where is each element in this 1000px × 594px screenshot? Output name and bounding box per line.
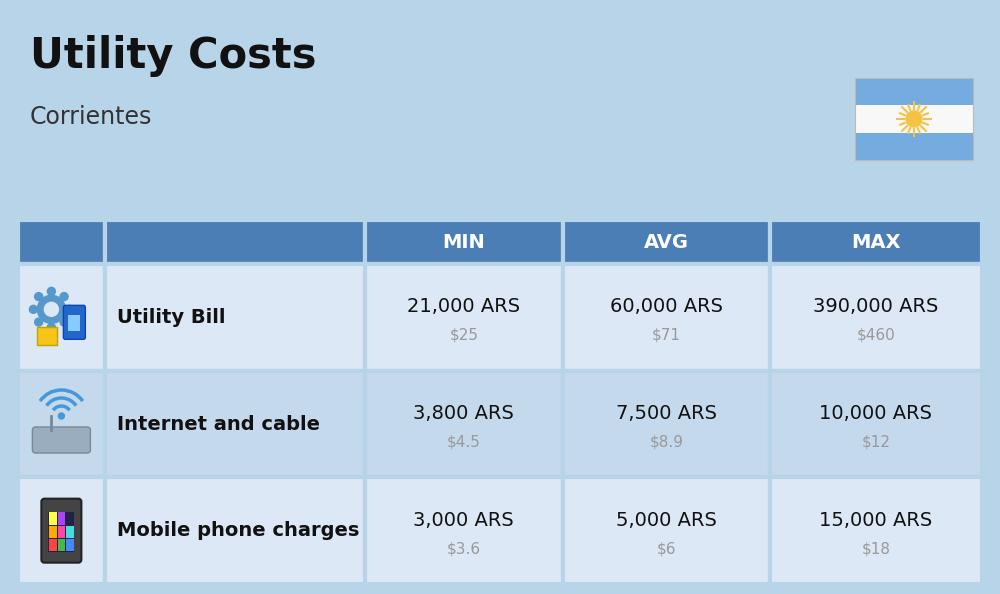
- Text: Utility Costs: Utility Costs: [30, 35, 316, 77]
- Bar: [18, 220, 105, 264]
- Circle shape: [37, 295, 65, 323]
- Circle shape: [35, 318, 43, 326]
- Text: $460: $460: [857, 328, 895, 343]
- Text: 3,800 ARS: 3,800 ARS: [413, 404, 514, 423]
- Bar: [365, 371, 563, 478]
- Circle shape: [44, 302, 58, 317]
- Text: MIN: MIN: [442, 232, 485, 251]
- Bar: [770, 220, 982, 264]
- FancyBboxPatch shape: [32, 427, 90, 453]
- Bar: [49, 539, 57, 551]
- Text: $25: $25: [449, 328, 478, 343]
- Bar: [18, 264, 105, 371]
- Bar: [855, 105, 973, 132]
- Bar: [37, 327, 57, 345]
- FancyBboxPatch shape: [63, 305, 85, 339]
- Bar: [563, 220, 770, 264]
- Text: Internet and cable: Internet and cable: [117, 415, 320, 434]
- FancyBboxPatch shape: [41, 499, 81, 563]
- Text: AVG: AVG: [644, 232, 689, 251]
- Bar: [58, 512, 65, 525]
- Bar: [365, 478, 563, 584]
- Bar: [68, 315, 80, 331]
- Bar: [563, 264, 770, 371]
- Bar: [49, 512, 57, 525]
- Circle shape: [58, 413, 64, 419]
- Text: 7,500 ARS: 7,500 ARS: [616, 404, 717, 423]
- Bar: [18, 371, 105, 478]
- Circle shape: [29, 305, 37, 313]
- Text: 21,000 ARS: 21,000 ARS: [407, 297, 520, 316]
- Bar: [855, 78, 973, 160]
- Bar: [770, 264, 982, 371]
- Bar: [105, 371, 365, 478]
- Text: 3,000 ARS: 3,000 ARS: [413, 510, 514, 529]
- Circle shape: [47, 287, 55, 295]
- Bar: [563, 478, 770, 584]
- Text: $18: $18: [861, 541, 890, 557]
- Bar: [18, 478, 105, 584]
- Text: 390,000 ARS: 390,000 ARS: [813, 297, 939, 316]
- Circle shape: [60, 293, 68, 301]
- Text: $71: $71: [652, 328, 681, 343]
- Bar: [855, 78, 973, 105]
- Text: Mobile phone charges: Mobile phone charges: [117, 521, 359, 540]
- Text: Corrientes: Corrientes: [30, 105, 152, 129]
- Bar: [66, 539, 74, 551]
- Text: $4.5: $4.5: [447, 435, 481, 450]
- Circle shape: [60, 318, 68, 326]
- Bar: [770, 371, 982, 478]
- Bar: [66, 526, 74, 538]
- Text: Utility Bill: Utility Bill: [117, 308, 225, 327]
- Bar: [105, 478, 365, 584]
- Text: 15,000 ARS: 15,000 ARS: [819, 510, 933, 529]
- Bar: [48, 511, 74, 552]
- Bar: [58, 526, 65, 538]
- Text: $3.6: $3.6: [447, 541, 481, 557]
- Text: 10,000 ARS: 10,000 ARS: [819, 404, 932, 423]
- Bar: [770, 478, 982, 584]
- Circle shape: [906, 111, 922, 127]
- Bar: [563, 371, 770, 478]
- Text: $12: $12: [861, 435, 890, 450]
- Circle shape: [65, 305, 73, 313]
- Text: 5,000 ARS: 5,000 ARS: [616, 510, 717, 529]
- Text: MAX: MAX: [851, 232, 901, 251]
- Bar: [49, 526, 57, 538]
- Circle shape: [35, 293, 43, 301]
- Bar: [365, 220, 563, 264]
- Circle shape: [47, 323, 55, 331]
- Text: 60,000 ARS: 60,000 ARS: [610, 297, 723, 316]
- Bar: [365, 264, 563, 371]
- Text: $8.9: $8.9: [649, 435, 683, 450]
- Bar: [855, 132, 973, 160]
- Bar: [105, 220, 365, 264]
- Bar: [58, 539, 65, 551]
- Bar: [105, 264, 365, 371]
- Text: $6: $6: [657, 541, 676, 557]
